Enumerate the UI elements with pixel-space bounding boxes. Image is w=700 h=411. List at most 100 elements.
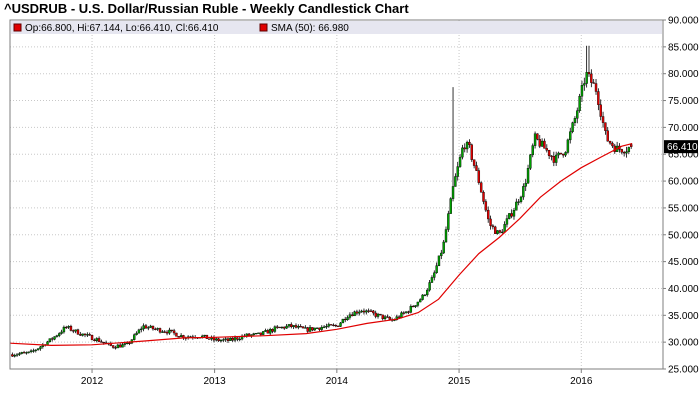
- candle-body: [557, 152, 560, 156]
- candle-body: [484, 201, 488, 211]
- candle-body: [29, 350, 33, 353]
- candle-body: [376, 313, 380, 317]
- candle-body: [526, 168, 530, 184]
- candle-body: [215, 338, 218, 341]
- last-price-label: 66.410: [667, 142, 698, 153]
- candle-body: [334, 325, 338, 327]
- candle-body: [458, 156, 462, 167]
- candle-body: [590, 73, 593, 83]
- candle-body: [315, 327, 319, 329]
- candle-body: [435, 265, 438, 274]
- candle-body: [566, 139, 570, 153]
- candle-body: [86, 334, 89, 336]
- candle-body: [151, 325, 155, 330]
- candle-body: [400, 312, 403, 318]
- candle-body: [475, 165, 478, 171]
- candle-body: [259, 332, 263, 335]
- candle-body: [472, 159, 476, 166]
- candle-body: [423, 294, 427, 296]
- candle-body: [367, 310, 370, 312]
- candle-body: [498, 230, 502, 233]
- candle-body: [576, 110, 579, 119]
- candle-body: [175, 332, 178, 337]
- candle-body: [222, 339, 225, 341]
- y-tick-label: 70.000: [668, 123, 699, 134]
- last-price-badge: 66.410: [664, 140, 698, 154]
- candle-body: [329, 324, 333, 326]
- candle-body: [571, 122, 574, 132]
- candle-body: [22, 352, 26, 354]
- candle-body: [83, 333, 87, 336]
- y-tick-label: 45.000: [668, 257, 699, 268]
- candle-body: [168, 329, 171, 334]
- candle-body: [261, 331, 265, 335]
- candle-body: [266, 330, 270, 334]
- candle-body: [208, 338, 211, 340]
- candle-body: [569, 131, 572, 141]
- candle-body: [336, 325, 340, 327]
- candle-body: [306, 327, 309, 332]
- y-tick-label: 60.000: [668, 177, 699, 188]
- chart-title: ^USDRUB - U.S. Dollar/Russian Ruble - We…: [4, 1, 409, 16]
- candle-body: [501, 231, 504, 233]
- candle-body: [585, 72, 588, 84]
- candle-body: [156, 328, 159, 330]
- candle-body: [62, 326, 66, 333]
- y-tick-label: 90.000: [668, 16, 699, 27]
- candle-body: [355, 311, 359, 314]
- candle-body: [276, 326, 279, 328]
- candle-body: [510, 213, 513, 217]
- candle-body: [53, 336, 56, 340]
- candle-body: [39, 346, 42, 349]
- candle-body: [203, 334, 206, 337]
- candle-body: [540, 140, 544, 147]
- candle-body: [287, 324, 291, 327]
- candle-body: [622, 152, 626, 154]
- candle-body: [177, 336, 180, 338]
- candle-body: [55, 335, 59, 337]
- candle-body: [545, 148, 548, 151]
- candle-body: [144, 325, 148, 329]
- sma-legend-marker: [259, 23, 268, 32]
- candle-body: [599, 104, 602, 117]
- candle-body: [489, 218, 492, 226]
- candle-body: [533, 133, 537, 146]
- y-tick-label: 50.000: [668, 230, 699, 241]
- candle-body: [379, 313, 382, 316]
- candle-body: [297, 326, 300, 328]
- candle-body: [15, 354, 19, 356]
- candle-body: [594, 83, 598, 92]
- candle-body: [322, 326, 326, 328]
- x-tick-label: 2015: [448, 376, 471, 387]
- candle-body: [601, 116, 605, 123]
- candle-body: [133, 334, 136, 340]
- candle-body: [13, 355, 16, 357]
- candle-body: [81, 333, 84, 336]
- candle-body: [402, 312, 406, 314]
- candle-body: [304, 327, 307, 329]
- candle-body: [161, 331, 164, 333]
- candle-body: [524, 182, 527, 187]
- candle-body: [451, 186, 455, 199]
- candle-body: [280, 326, 284, 329]
- candle-body: [102, 341, 105, 344]
- candle-body: [165, 331, 169, 334]
- candle-body: [283, 326, 286, 329]
- candle-body: [550, 155, 553, 157]
- candle-body: [114, 347, 117, 349]
- candle-body: [111, 345, 115, 348]
- candle-body: [137, 329, 141, 334]
- candle-body: [529, 154, 532, 169]
- candle-body: [362, 310, 366, 313]
- candle-body: [346, 317, 349, 321]
- candle-body: [611, 142, 614, 147]
- candle-body: [517, 201, 520, 203]
- candle-body: [76, 329, 80, 335]
- candle-body: [519, 196, 523, 202]
- candle-body: [360, 310, 363, 313]
- candle-body: [428, 282, 431, 291]
- x-tick-label: 2016: [570, 376, 593, 387]
- candle-body: [414, 305, 417, 307]
- candle-body: [27, 351, 30, 353]
- candle-body: [236, 337, 239, 340]
